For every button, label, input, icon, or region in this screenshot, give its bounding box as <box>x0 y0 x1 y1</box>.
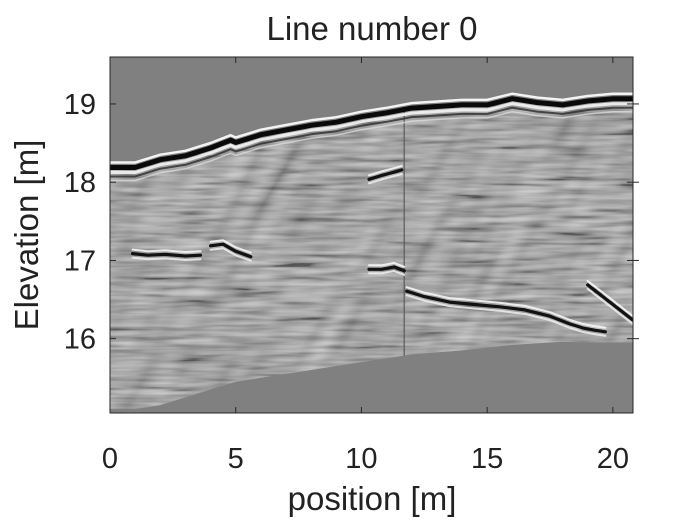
surface-reflection <box>110 92 633 182</box>
x-tick-label: 0 <box>102 443 118 475</box>
plot-area <box>110 57 633 413</box>
x-tick-label: 20 <box>597 443 629 475</box>
y-tick-label: 17 <box>64 245 96 277</box>
x-axis-label: position [m] <box>288 480 457 517</box>
reflector-line <box>405 286 607 329</box>
reflector-line <box>367 265 406 273</box>
x-tick-label: 15 <box>471 443 503 475</box>
surface-reflection-line <box>110 110 633 182</box>
reflector-line <box>368 164 403 177</box>
reflector-line <box>405 294 607 337</box>
chart-title: Line number 0 <box>267 10 478 47</box>
reflector-line <box>586 287 633 326</box>
reflector-line <box>405 289 607 334</box>
reflector-line <box>586 279 633 318</box>
y-tick-label: 16 <box>64 324 96 356</box>
plot-frame <box>109 56 634 414</box>
reflector-line <box>131 248 202 253</box>
reflector-line <box>209 247 252 262</box>
subsurface-reflectors <box>131 164 633 337</box>
y-axis-label: Elevation [m] <box>8 140 45 331</box>
reflector-line <box>368 269 406 276</box>
surface-reflection-line <box>110 92 633 164</box>
reflector-line <box>209 239 252 254</box>
y-tick-label: 18 <box>64 167 96 199</box>
y-tick-label: 19 <box>64 89 96 121</box>
reflector-line <box>368 261 406 268</box>
y-axis: 16 17 18 19 <box>64 89 639 356</box>
reflector-line <box>368 172 403 185</box>
surface-reflection-line <box>110 102 633 174</box>
reflector-line <box>586 283 633 322</box>
x-axis: 0 5 10 15 20 <box>102 57 629 475</box>
reflector-line <box>209 242 253 259</box>
surface-reflection-line <box>110 106 633 178</box>
x-tick-label: 10 <box>345 443 377 475</box>
reflector-line <box>131 252 203 258</box>
reflector-line <box>131 256 202 261</box>
reflector-line <box>367 168 404 181</box>
surface-reflection-line <box>110 96 633 170</box>
x-tick-label: 5 <box>228 443 244 475</box>
